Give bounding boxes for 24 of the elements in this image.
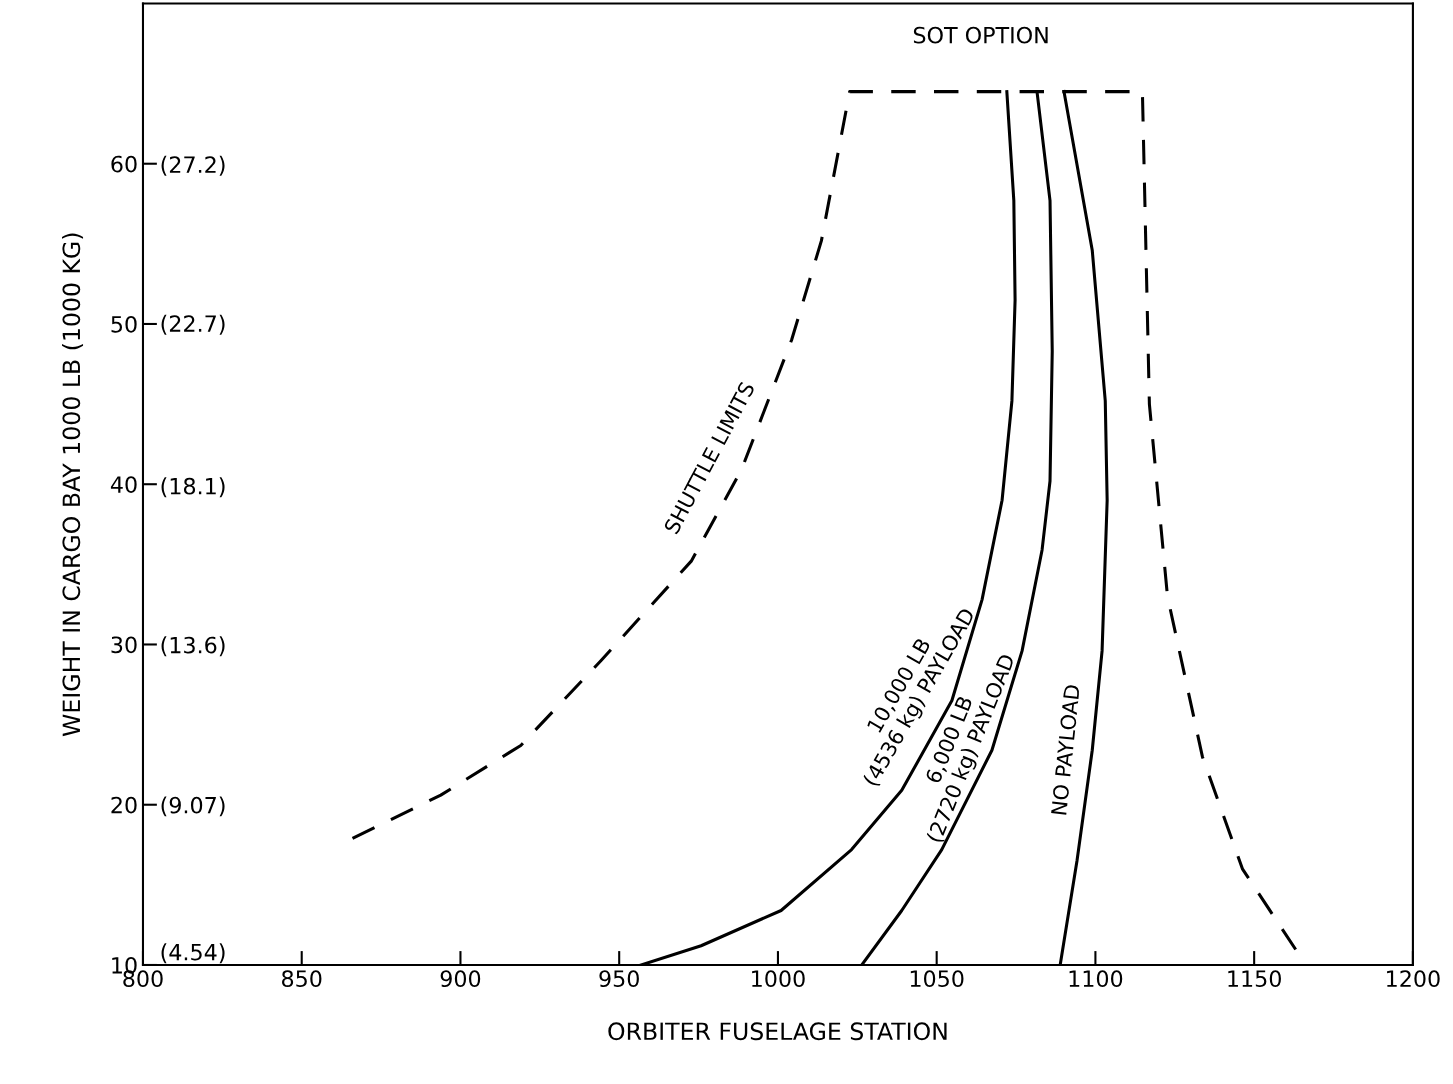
y2-tick-label: (27.2) xyxy=(161,155,225,176)
y2-tick-label: (4.54) xyxy=(161,943,225,964)
y2-tick-label: (13.6) xyxy=(161,636,225,657)
x-tick-label: 1050 xyxy=(910,970,964,988)
x-tick-label: 1100 xyxy=(1069,970,1123,988)
line-series xyxy=(639,90,1017,965)
annotation: SOT OPTION xyxy=(913,26,1048,44)
y2-tick-label: (18.1) xyxy=(161,477,225,498)
x-tick-label: 1000 xyxy=(752,970,805,988)
x-axis-title: ORBITER FUSELAGE STATION xyxy=(608,1022,947,1041)
y-tick-label: 30 xyxy=(111,636,137,654)
y-tick-label: 50 xyxy=(111,315,137,333)
x-tick-label: 950 xyxy=(599,970,639,988)
y-axis-title: WEIGHT IN CARGO BAY 1000 LB (1000 KG) xyxy=(62,233,84,737)
y-tick-label: 60 xyxy=(111,155,137,173)
x-tick-label: 900 xyxy=(440,970,481,988)
text: NO PAYLOAD xyxy=(1050,684,1081,815)
x-tick-label: 1200 xyxy=(1387,970,1440,988)
y-tick-label: 40 xyxy=(110,476,137,493)
x-tick-label: 1150 xyxy=(1228,970,1281,988)
y2-tick-label: (9.07) xyxy=(161,796,225,817)
y2-tick-label: (22.7) xyxy=(161,314,225,335)
x-tick-label: 850 xyxy=(282,970,322,988)
y-tick-label: 20 xyxy=(111,796,137,814)
